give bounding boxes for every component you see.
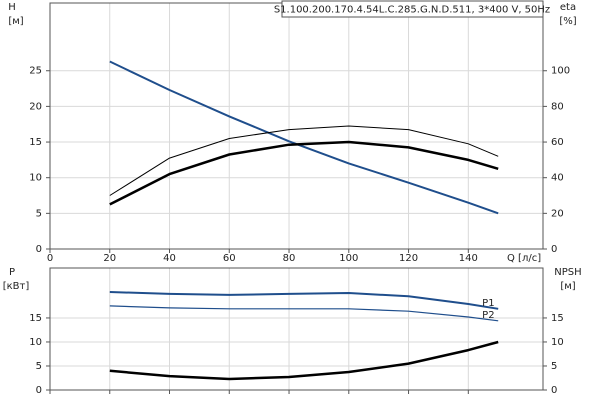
y2-tick-label: 15 [551, 313, 564, 324]
x-tick-label: 20 [103, 253, 116, 264]
curve [109, 340, 499, 381]
x-tick-label: 80 [283, 253, 296, 264]
y-axis-label: P [9, 267, 15, 278]
y2-axis-label: NPSH [554, 267, 581, 278]
y2-axis-unit: [м] [560, 281, 575, 292]
y2-tick-label: 60 [551, 137, 564, 148]
y-axis-unit: [м] [8, 16, 23, 27]
curve [109, 291, 499, 310]
y2-tick-label: 0 [551, 385, 557, 396]
y-tick-label: 15 [29, 137, 42, 148]
curve [109, 125, 499, 196]
y-tick-label: 10 [29, 173, 42, 184]
y2-tick-label: 80 [551, 101, 564, 112]
plot-frame [49, 2, 544, 250]
x-axis-label: Q [л/с] [507, 253, 541, 264]
y2-tick-label: 10 [551, 337, 564, 348]
plot-frame [49, 267, 544, 391]
y-tick-label: 15 [29, 313, 42, 324]
x-tick-label: 40 [163, 253, 176, 264]
series-label: P2 [482, 310, 494, 321]
series-label: P1 [482, 298, 494, 309]
curve [109, 305, 499, 322]
y-axis-unit: [кВт] [3, 281, 30, 292]
y2-tick-label: 0 [551, 244, 557, 255]
x-tick-label: 140 [459, 253, 478, 264]
y-tick-label: 20 [29, 101, 42, 112]
curve [109, 140, 499, 206]
y-tick-label: 5 [36, 361, 42, 372]
y-tick-label: 25 [29, 66, 42, 77]
x-tick-label: 120 [399, 253, 418, 264]
curve [109, 60, 499, 215]
y-tick-label: 5 [36, 208, 42, 219]
title-box [281, 0, 544, 18]
y2-tick-label: 5 [551, 361, 557, 372]
y2-tick-label: 40 [551, 173, 564, 184]
y2-tick-label: 100 [551, 66, 570, 77]
x-tick-label: 100 [339, 253, 358, 264]
y2-axis-unit: [%] [559, 16, 576, 27]
chart-title: S1.100.200.170.4.54L.C.285.G.N.D.511, 3*… [274, 5, 550, 16]
y-tick-label: 0 [36, 244, 42, 255]
y2-tick-label: 20 [551, 208, 564, 219]
y-axis-label: H [8, 2, 16, 13]
y-tick-label: 0 [36, 385, 42, 396]
y-tick-label: 10 [29, 337, 42, 348]
x-tick-label: 60 [223, 253, 236, 264]
x-tick-label: 0 [47, 253, 53, 264]
y2-axis-label: eta [560, 2, 576, 13]
